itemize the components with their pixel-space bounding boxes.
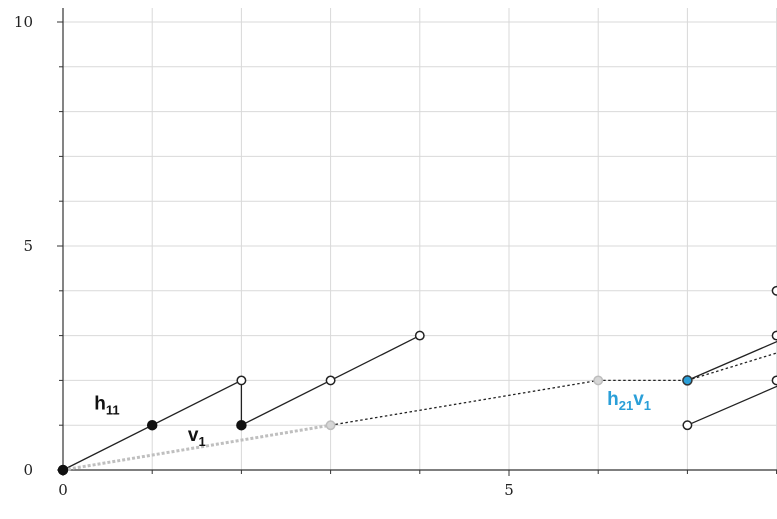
blue-point	[683, 376, 692, 385]
annotation-h11: h11	[94, 394, 119, 418]
y-tick-label: 5	[23, 237, 33, 255]
open-point	[772, 331, 777, 339]
grid	[63, 8, 777, 470]
annotation-part: 21	[619, 398, 633, 413]
dotted-segment	[687, 331, 777, 380]
solid-segment	[687, 340, 777, 425]
open-point	[237, 376, 245, 384]
annotation-v1: v1	[188, 425, 206, 449]
annotation-part: h	[94, 394, 106, 415]
annotation-part: 1	[198, 434, 205, 449]
open-point	[326, 376, 334, 384]
y-tick-label: 0	[23, 461, 33, 479]
annotation-part: 1	[644, 398, 651, 413]
open-point	[416, 331, 424, 339]
filled-point	[59, 466, 68, 475]
y-tick-label: 10	[14, 13, 33, 31]
open-point	[683, 421, 691, 429]
annotation-part: h	[607, 389, 619, 410]
faded-point	[326, 421, 334, 429]
open-point	[772, 287, 777, 295]
open-point	[772, 376, 777, 384]
dotted-segment	[331, 380, 599, 425]
x-tick-label: 5	[504, 481, 514, 499]
x-tick-label: 0	[58, 481, 68, 499]
faded-point	[594, 376, 602, 384]
filled-point	[148, 421, 157, 430]
annotation-part: v	[633, 389, 644, 410]
filled-point	[237, 421, 246, 430]
annotation-part: v	[188, 425, 199, 446]
solid-segment	[687, 295, 777, 380]
annotation-h21v1: h21v1	[607, 389, 651, 413]
annotation-part: 11	[106, 403, 120, 418]
